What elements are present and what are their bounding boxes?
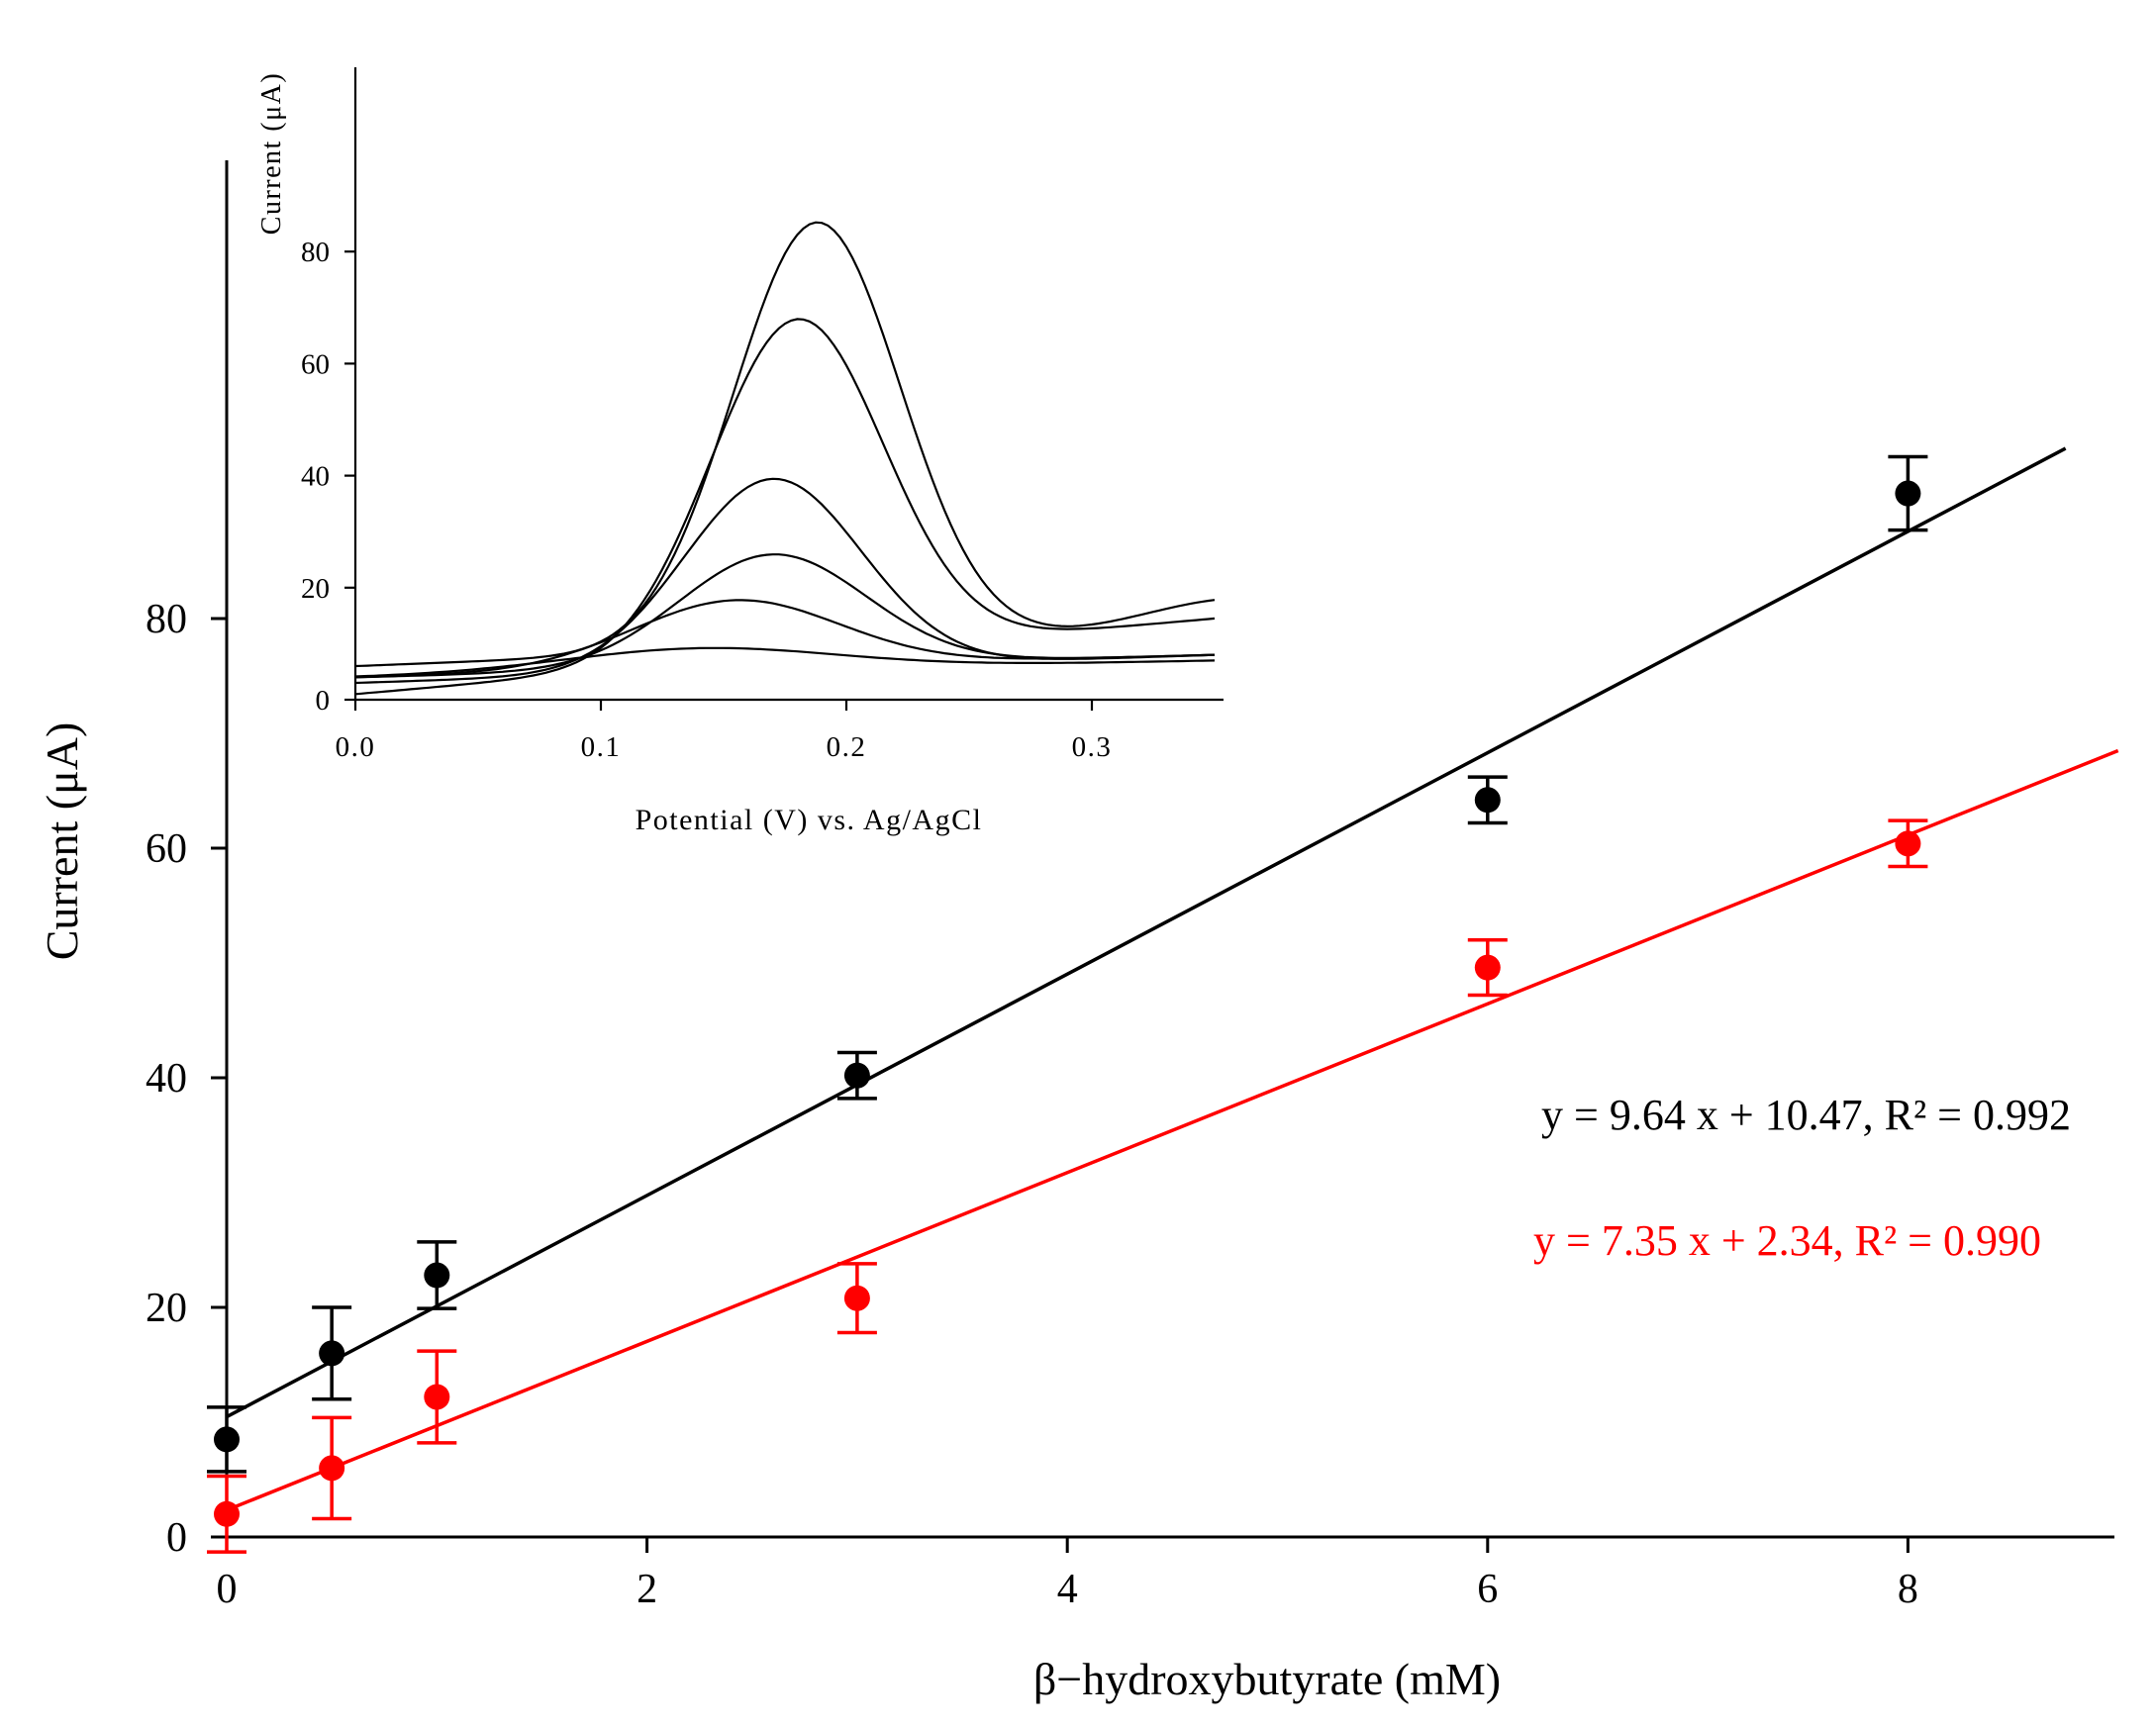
- red-fit-line: [226, 748, 2119, 1512]
- black-data-point: [424, 1262, 450, 1289]
- main-x-tick-label: 4: [1057, 1567, 1078, 1612]
- black-data-point: [1474, 787, 1501, 814]
- inset-curve-4: [354, 477, 1216, 685]
- inset-curve-6: [354, 221, 1216, 668]
- red-data-point: [214, 1500, 240, 1527]
- main-y-tick-label: 80: [146, 597, 187, 642]
- black-fit-line: [226, 446, 2067, 1419]
- main-x-tick-label: 6: [1477, 1567, 1498, 1612]
- inset-x-tick-label: 0.2: [827, 731, 867, 763]
- inset-x-axis-label: Potential (V) vs. Ag/AgCl: [636, 804, 983, 836]
- inset-x-ticks: 0.0 0.1 0.2 0.3: [336, 700, 1113, 763]
- main-y-tick-label: 0: [166, 1515, 187, 1561]
- inset-y-tick-label: 40: [301, 461, 330, 493]
- red-data-point: [319, 1455, 345, 1482]
- inset-curves: [354, 221, 1216, 696]
- main-y-tick-label: 20: [146, 1286, 187, 1331]
- inset-curve-5: [354, 318, 1216, 696]
- inset-y-axis-label: Current (μA): [256, 72, 287, 235]
- red-data-point: [1474, 954, 1501, 981]
- main-x-axis-label: β−hydroxybutyrate (mM): [1033, 1654, 1501, 1704]
- main-y-axis-label: Current (μA): [37, 722, 87, 961]
- red-data-point: [1895, 830, 1921, 857]
- inset-y-tick-label: 80: [301, 237, 330, 268]
- main-error-bars: [207, 454, 1928, 1554]
- black-data-point: [214, 1426, 240, 1453]
- inset-x-tick-label: 0.3: [1072, 731, 1113, 763]
- main-x-tick-label: 8: [1898, 1567, 1918, 1612]
- black-data-point: [1895, 480, 1921, 507]
- inset-x-tick-label: 0.1: [581, 731, 622, 763]
- inset-curve-2: [354, 599, 1216, 679]
- red-fit-equation: y = 7.35 x + 2.34, R² = 0.990: [1533, 1216, 2041, 1265]
- inset-y-tick-label: 60: [301, 348, 330, 380]
- inset-x-tick-label: 0.0: [336, 731, 376, 763]
- main-y-tick-label: 60: [146, 826, 187, 872]
- inset-y-tick-label: 0: [316, 685, 331, 717]
- inset-chart: 0.0 0.1 0.2 0.3 0 20 40 60 80 Potential (V) vs.…: [256, 67, 1224, 836]
- main-fit-lines: [226, 446, 2119, 1512]
- main-x-tick-label: 2: [637, 1567, 657, 1612]
- inset-y-tick-label: 20: [301, 573, 330, 605]
- red-data-point: [843, 1285, 870, 1311]
- main-chart: 0 2 4 6 8 0 20 40 60 80 β−hydroxybutyrate (mM) C…: [37, 160, 2119, 1704]
- black-fit-equation: y = 9.64 x + 10.47, R² = 0.992: [1541, 1091, 2071, 1139]
- black-data-point: [843, 1062, 870, 1089]
- inset-curve-1: [354, 646, 1216, 678]
- red-data-point: [424, 1384, 450, 1410]
- inset-y-ticks: 0 20 40 60 80: [301, 237, 355, 717]
- main-y-tick-label: 40: [146, 1056, 187, 1102]
- black-data-point: [319, 1340, 345, 1367]
- main-x-ticks: 0 2 4 6 8: [217, 1537, 1918, 1612]
- main-data-points: [214, 480, 1921, 1527]
- main-y-ticks: 0 20 40 60 80: [146, 597, 227, 1561]
- main-x-tick-label: 0: [217, 1567, 238, 1612]
